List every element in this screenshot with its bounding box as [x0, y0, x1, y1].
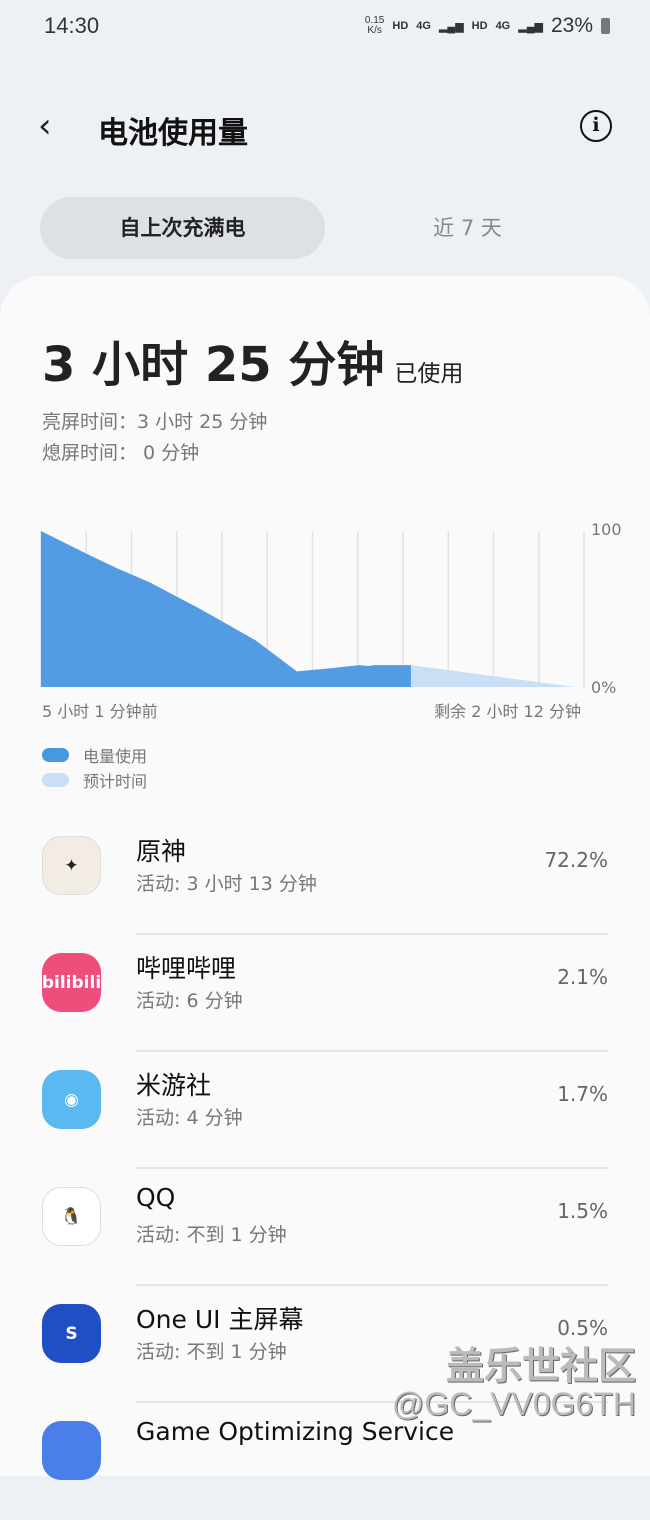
app-name: QQ	[136, 1183, 176, 1212]
battery-chart	[40, 531, 585, 687]
app-percent: 2.1%	[557, 965, 608, 989]
watermark-user: @GC_VV0G6TH	[391, 1386, 636, 1422]
app-activity: 活动: 4 分钟	[136, 1107, 243, 1129]
app-percent: 72.2%	[544, 848, 608, 872]
app-header: ‹ 电池使用量 i	[0, 100, 650, 156]
app-list-item[interactable]: ◉ 米游社 活动: 4 分钟 1.7%	[0, 1052, 650, 1169]
genshin-app-icon: ✦	[42, 836, 101, 895]
app-percent: 1.7%	[557, 1082, 608, 1106]
app-percent: 1.5%	[557, 1199, 608, 1223]
legend-estimate: 预计时间	[42, 768, 147, 792]
legend-usage: 电量使用	[42, 743, 147, 767]
period-tabs: 自上次充满电 近 7 天	[40, 197, 610, 259]
miyoushe-app-icon: ◉	[42, 1070, 101, 1129]
series-area-usage	[41, 531, 411, 687]
page-title: 电池使用量	[98, 116, 248, 151]
4g-icon-2: 4G	[495, 20, 511, 32]
4g-icon: 4G	[416, 20, 431, 32]
used-time: 3 小时 25 分钟 已使用	[42, 325, 463, 395]
x-end-label: 剩余 2 小时 12 分钟	[434, 702, 581, 721]
app-activity: 活动: 不到 1 分钟	[136, 1224, 287, 1246]
y-tick-0: 0%	[591, 678, 617, 697]
one-ui-home-app-icon: S	[42, 1304, 101, 1363]
divider	[136, 1050, 608, 1052]
app-activity: 活动: 不到 1 分钟	[136, 1341, 287, 1363]
divider	[136, 933, 608, 935]
legend-label: 电量使用	[83, 747, 148, 766]
tab-since-full-charge[interactable]: 自上次充满电	[40, 197, 325, 259]
app-name: Game Optimizing Service	[136, 1417, 455, 1446]
signal-icon-2: ▂▄▆	[518, 20, 543, 33]
watermark-logo: 盖乐世社区	[445, 1346, 636, 1388]
app-list-item[interactable]: bilibili 哔哩哔哩 活动: 6 分钟 2.1%	[0, 935, 650, 1052]
hd-icon: HD	[392, 20, 409, 32]
hd-icon-2: HD	[471, 20, 488, 32]
status-bar: 14:30 0.15 K/s HD 4G ▂▄▆ HD 4G ▂▄▆ 23%	[0, 0, 650, 56]
divider	[136, 1284, 608, 1286]
app-list-item[interactable]: 🐧 QQ 活动: 不到 1 分钟 1.5%	[0, 1169, 650, 1286]
app-activity: 活动: 3 小时 13 分钟	[136, 873, 317, 895]
used-time-value: 3 小时 25 分钟	[42, 337, 385, 393]
app-list-item[interactable]: ✦ 原神 活动: 3 小时 13 分钟 72.2%	[0, 818, 650, 935]
tab-last-7-days[interactable]: 近 7 天	[433, 216, 502, 240]
app-activity: 活动: 6 分钟	[136, 990, 243, 1012]
info-icon[interactable]: i	[580, 110, 612, 142]
status-icons: 0.15 K/s HD 4G ▂▄▆ HD 4G ▂▄▆ 23%	[365, 14, 610, 38]
divider	[136, 1167, 608, 1169]
chevron-left-icon[interactable]: ‹	[38, 106, 52, 146]
bilibili-app-icon: bilibili	[42, 953, 101, 1012]
net-speed-value: 0.15	[364, 15, 385, 26]
app-list-item[interactable]: S One UI 主屏幕 活动: 不到 1 分钟 0.5%	[0, 1286, 650, 1403]
signal-icon: ▂▄▆	[438, 20, 464, 33]
app-name: 原神	[136, 837, 187, 866]
qq-app-icon: 🐧	[42, 1187, 101, 1246]
app-name: 米游社	[136, 1071, 212, 1100]
battery-percent: 23%	[550, 14, 593, 37]
x-start-label: 5 小时 1 分钟前	[42, 702, 158, 721]
clock: 14:30	[44, 13, 100, 38]
legend-swatch-usage	[42, 748, 69, 762]
net-speed-unit: K/s	[367, 25, 382, 36]
screen-on-time: 亮屏时间：3 小时 25 分钟	[42, 411, 268, 433]
used-suffix: 已使用	[394, 361, 464, 387]
usage-card	[0, 276, 650, 1476]
divider	[136, 1401, 608, 1403]
app-percent: 0.5%	[557, 1316, 608, 1340]
network-speed: 0.15 K/s	[365, 16, 384, 36]
battery-charging-icon	[601, 18, 610, 34]
screen-off-time: 熄屏时间： 0 分钟	[42, 442, 200, 464]
game-optimizing-app-icon	[42, 1421, 101, 1480]
legend-label: 预计时间	[83, 772, 148, 791]
y-tick-100: 100	[591, 520, 622, 539]
legend-swatch-estimate	[42, 773, 69, 787]
app-name: 哔哩哔哩	[136, 954, 237, 983]
app-name: One UI 主屏幕	[136, 1305, 304, 1334]
